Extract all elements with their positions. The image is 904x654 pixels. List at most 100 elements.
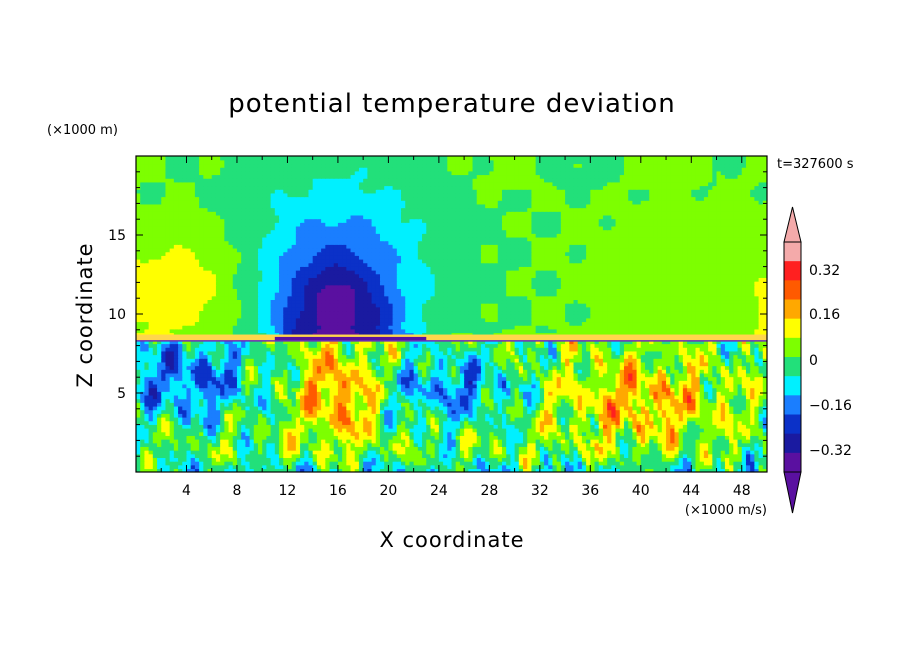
heatmap-cell [590, 435, 596, 440]
heatmap-cell [257, 383, 263, 389]
heatmap-cell [619, 409, 625, 414]
heatmap-cell [640, 354, 646, 359]
heatmap-cell [619, 383, 625, 389]
heatmap-cell [501, 394, 507, 400]
heatmap-cell [152, 387, 158, 392]
heatmap-cell [636, 391, 642, 396]
heatmap-cell [161, 402, 167, 407]
heatmap-cell [750, 464, 756, 470]
heatmap-cell [211, 468, 217, 472]
heatmap-cell [724, 435, 730, 440]
heatmap-cell [501, 420, 507, 425]
heatmap-cell [569, 449, 575, 455]
heatmap-cell [560, 391, 566, 396]
heatmap-cell [245, 464, 251, 470]
heatmap-cell [371, 405, 377, 411]
heatmap-cell [321, 446, 326, 451]
heatmap-cell [556, 464, 562, 470]
heatmap-cell [472, 446, 478, 451]
heatmap-cell [539, 387, 545, 392]
heatmap-cell [417, 405, 423, 411]
heatmap-cell [375, 361, 381, 367]
heatmap-cell [657, 420, 663, 425]
heatmap-cell [136, 365, 141, 370]
heatmap-cell [729, 376, 735, 381]
heatmap-cell [287, 398, 293, 403]
heatmap-cell [300, 446, 305, 451]
heatmap-cell [249, 468, 255, 472]
heatmap-cell [207, 391, 213, 396]
heatmap-cell [148, 438, 154, 444]
heatmap-cell [358, 453, 364, 459]
heatmap-cell [501, 457, 507, 462]
heatmap-cell [438, 416, 444, 422]
heatmap-cell [148, 464, 154, 470]
heatmap-cell [459, 464, 465, 470]
heatmap-cell [161, 383, 167, 389]
heatmap-cell [695, 427, 701, 433]
heatmap-cell [607, 413, 613, 418]
heatmap-cell [316, 387, 322, 392]
heatmap-cell [199, 464, 205, 470]
heatmap-cell [548, 398, 554, 403]
heatmap-cell [287, 460, 293, 466]
heatmap-cell [186, 402, 192, 407]
heatmap-cell [203, 358, 209, 363]
heatmap-cell [140, 402, 146, 407]
heatmap-cell [321, 460, 326, 466]
heatmap-cell [523, 431, 528, 436]
heatmap-cell [241, 442, 247, 447]
heatmap-cell [708, 427, 714, 433]
heatmap-cell [321, 398, 326, 403]
heatmap-cell [194, 446, 200, 451]
heatmap-cell [245, 391, 251, 396]
heatmap-cell [573, 372, 579, 378]
heatmap-cell [708, 460, 714, 466]
heatmap-cell [169, 427, 175, 433]
heatmap-cell [245, 387, 251, 392]
heatmap-cell [565, 427, 570, 433]
heatmap-cell [409, 398, 415, 403]
heatmap-cell [447, 457, 453, 462]
heatmap-cell [199, 449, 205, 455]
heatmap-cell [745, 361, 751, 367]
heatmap-cell [367, 446, 373, 451]
heatmap-cell [144, 398, 150, 403]
heatmap-cell [283, 420, 289, 425]
heatmap-cell [182, 435, 188, 440]
heatmap-cell [501, 387, 507, 392]
heatmap-cell [619, 354, 625, 359]
heatmap-cell [148, 435, 154, 440]
heatmap-cell [623, 453, 629, 459]
heatmap-cell [434, 438, 440, 444]
heatmap-cell [312, 431, 318, 436]
heatmap-cell [262, 398, 268, 403]
heatmap-cell [506, 350, 512, 356]
heatmap-cell [342, 361, 348, 367]
heatmap-cell [426, 369, 432, 374]
heatmap-cell [291, 391, 297, 396]
heatmap-cell [523, 446, 528, 451]
heatmap-cell [632, 427, 638, 433]
heatmap-cell [468, 361, 474, 367]
heatmap-cell [682, 413, 688, 418]
heatmap-cell [371, 438, 377, 444]
heatmap-cell [329, 446, 335, 451]
heatmap-cell [750, 409, 756, 414]
heatmap-cell [401, 442, 406, 447]
heatmap-cell [342, 398, 348, 403]
heatmap-cell [325, 460, 331, 466]
heatmap-cell [447, 354, 453, 359]
heatmap-cell [426, 398, 432, 403]
heatmap-cell [161, 438, 167, 444]
heatmap-cell [594, 365, 600, 370]
heatmap-cell [682, 398, 688, 403]
heatmap-cell [455, 446, 461, 451]
heatmap-cell [169, 365, 175, 370]
heatmap-cell [497, 420, 503, 425]
heatmap-cell [720, 387, 726, 392]
heatmap-cell [194, 442, 200, 447]
heatmap-cell [623, 409, 629, 414]
heatmap-cell [451, 413, 457, 418]
heatmap-cell [514, 369, 520, 374]
